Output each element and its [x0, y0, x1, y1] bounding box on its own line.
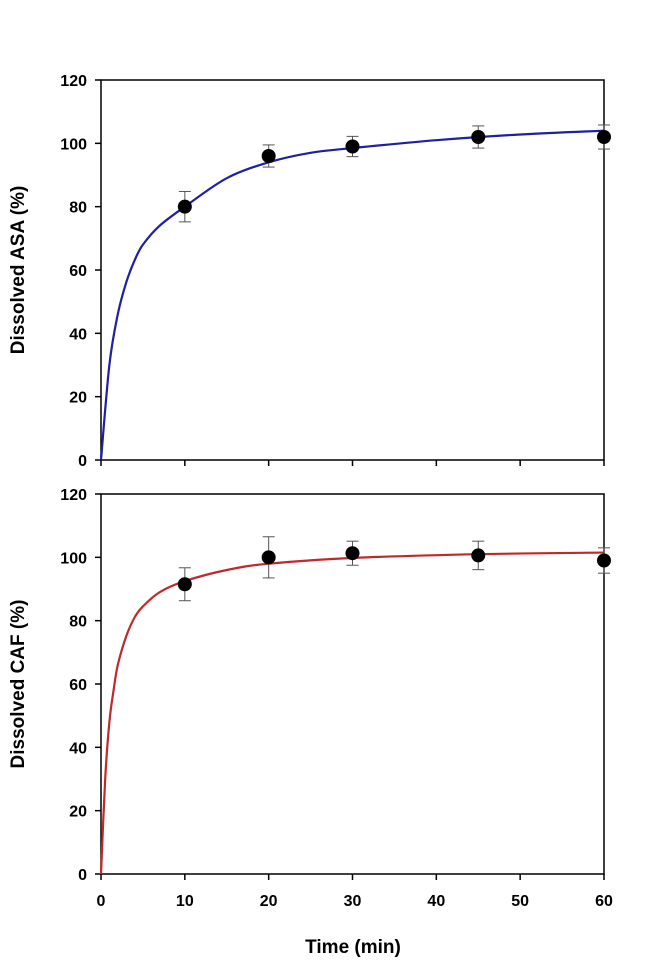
x-tick-label: 0 — [97, 893, 106, 910]
data-point — [261, 149, 276, 163]
y-tick-label: 20 — [69, 390, 87, 407]
data-point — [177, 199, 192, 214]
y-tick-label: 20 — [69, 804, 87, 821]
x-tick-label: 60 — [595, 893, 613, 910]
data-point — [597, 130, 611, 144]
data-point — [597, 553, 611, 568]
fit-curve — [99, 551, 605, 875]
data-point — [471, 130, 486, 144]
y-axis-title-asa: Dissolved ASA (%) — [8, 186, 29, 355]
caf-chart-panel: 0 20 40 60 80 100 120 0 10 20 30 40 50 60 — [60, 487, 613, 910]
y-tick-label: 100 — [60, 550, 87, 567]
y-tick-label: 120 — [60, 73, 87, 90]
y-tick-label: 80 — [69, 200, 87, 217]
fit-curve — [99, 129, 605, 461]
x-tick-label: 10 — [176, 893, 194, 910]
x-tick-label: 30 — [344, 893, 362, 910]
y-tick-label: 0 — [78, 453, 87, 470]
y-tick-label: 60 — [69, 677, 87, 694]
y-tick-label: 120 — [60, 487, 87, 504]
data-point — [471, 548, 486, 563]
x-tick-label: 40 — [427, 893, 445, 910]
data-point — [177, 577, 192, 592]
y-axis-title-caf: Dissolved CAF (%) — [8, 600, 29, 769]
data-point — [261, 550, 276, 565]
x-tick-label: 50 — [511, 893, 529, 910]
y-tick-label: 40 — [69, 740, 87, 757]
y-tick-label: 80 — [69, 614, 87, 631]
y-tick-label: 0 — [78, 867, 87, 884]
data-point — [345, 546, 360, 561]
y-tick-label: 60 — [69, 263, 87, 280]
data-point — [345, 139, 360, 154]
x-tick-label: 20 — [260, 893, 278, 910]
y-tick-label: 100 — [60, 136, 87, 153]
y-tick-label: 40 — [69, 326, 87, 343]
x-axis-title: Time (min) — [305, 937, 401, 958]
asa-chart-panel: 0 20 40 60 80 100 120 — [60, 73, 611, 470]
